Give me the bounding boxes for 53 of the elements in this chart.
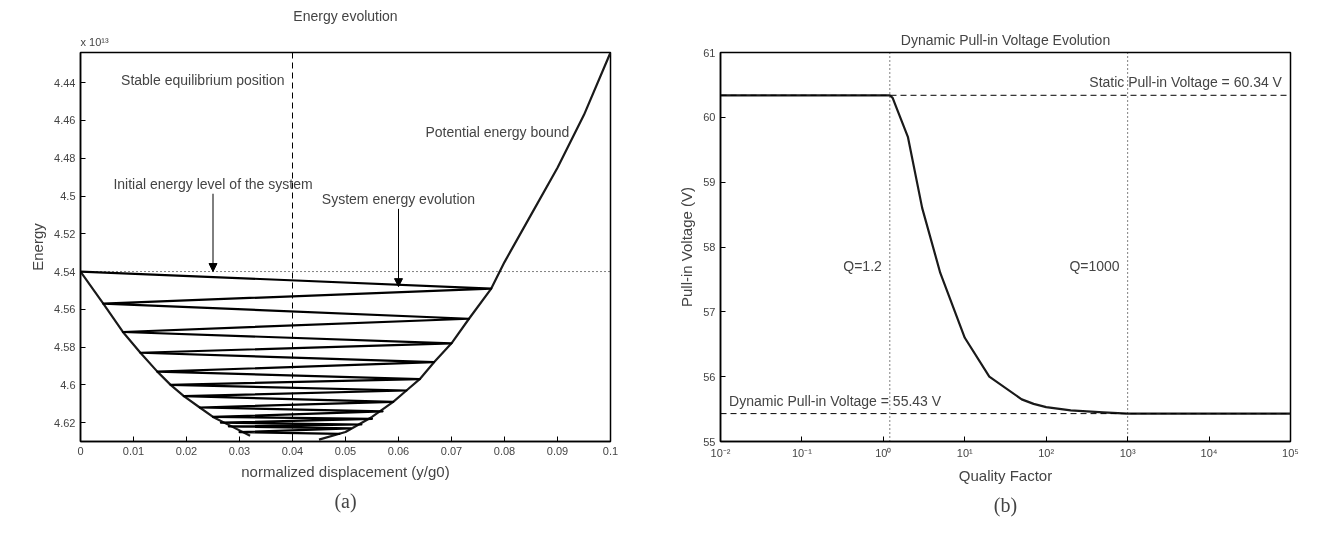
x-tick-label: 0.07 [440, 444, 463, 457]
y-tick-label: 57 [703, 305, 716, 318]
y-tick-label: 60 [703, 111, 716, 124]
x-tick-label: 0.01 [122, 444, 145, 457]
chart-title: Energy evolution [293, 7, 398, 24]
y-tick-label: 4.54 [54, 265, 76, 278]
x-tick-label: 10⁻¹ [791, 446, 813, 459]
x-tick-label: 0.02 [175, 444, 198, 457]
text: x 10¹³ [80, 35, 109, 48]
x-tick-label: 0 [77, 444, 84, 457]
y-tick-label: 4.6 [60, 378, 76, 391]
x-tick-label: 0.06 [387, 444, 410, 457]
x-tick-label: 0.1 [602, 444, 619, 457]
y-tick-label: 4.52 [54, 227, 76, 240]
y-tick-label: 4.62 [54, 416, 76, 429]
x-tick-label: 0.05 [334, 444, 357, 457]
x-tick-label: 10⁰ [875, 446, 892, 459]
y-tick-label: 59 [703, 176, 716, 189]
y-axis-title: Pull-in Voltage (V) [678, 186, 696, 308]
text: (a) [334, 489, 357, 513]
y-tick-label: 4.5 [60, 190, 76, 203]
y-axis-title: Energy [29, 222, 47, 271]
ref-line-label: Stable equilibrium position [121, 71, 285, 88]
y-tick-label: 58 [703, 241, 716, 253]
y-tick-label: 61 [703, 46, 716, 59]
y-tick-label: 4.48 [54, 152, 76, 165]
y-tick-label: 56 [703, 370, 716, 383]
ref-line-label: Q=1.2 [843, 258, 883, 275]
x-axis-title: Quality Factor [958, 466, 1053, 484]
y-tick-label: 4.46 [54, 114, 76, 127]
ref-line-label: Dynamic Pull-in Voltage = 55.43 V [729, 392, 942, 409]
annotation: System energy evolution [321, 190, 476, 207]
y-tick-label: 4.56 [54, 303, 76, 316]
x-tick-label: 10⁵ [1282, 446, 1299, 459]
x-tick-label: 10¹ [956, 446, 974, 459]
chart-title: Dynamic Pull-in Voltage Evolution [900, 31, 1111, 48]
y-tick-label: 55 [703, 435, 716, 448]
y-tick-label: 4.58 [54, 341, 76, 354]
ref-line-label: Static Pull-in Voltage = 60.34 V [1089, 74, 1283, 91]
x-tick-label: 0.08 [493, 444, 516, 457]
annotation: Potential energy bound [425, 123, 570, 140]
x-tick-label: 0.09 [546, 444, 569, 457]
y-tick-label: 4.44 [54, 76, 76, 89]
x-tick-label: 10⁻² [710, 446, 731, 459]
x-axis-title: normalized displacement (y/g0) [241, 462, 450, 480]
ref-line-label: Q=1000 [1069, 258, 1120, 275]
text: (b) [993, 493, 1018, 517]
x-tick-label: 10² [1038, 446, 1055, 459]
x-tick-label: 0.03 [228, 444, 251, 457]
x-tick-label: 10⁴ [1200, 446, 1218, 459]
annotation: Initial energy level of the system [113, 175, 313, 192]
x-tick-label: 10³ [1119, 446, 1136, 459]
x-tick-label: 0.04 [281, 444, 304, 457]
